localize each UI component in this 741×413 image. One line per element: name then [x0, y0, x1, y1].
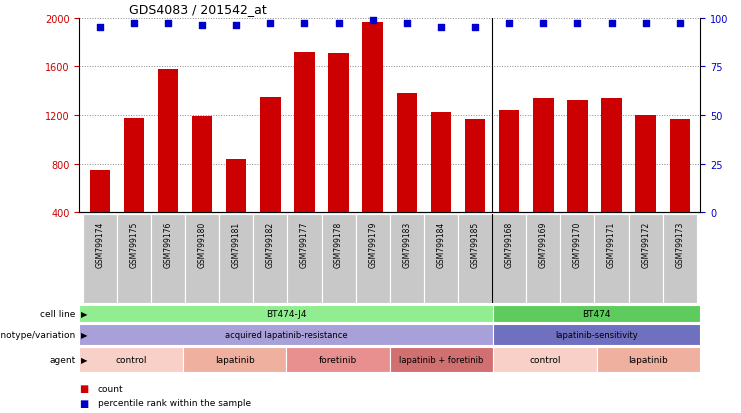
Text: lapatinib: lapatinib — [215, 355, 254, 364]
Point — [674, 21, 685, 28]
Text: GSM799171: GSM799171 — [607, 221, 616, 267]
Bar — [192, 116, 213, 213]
Bar — [431, 113, 451, 213]
Text: BT474: BT474 — [582, 309, 611, 318]
Bar — [492, 215, 526, 304]
Point — [196, 23, 208, 30]
Text: GSM799180: GSM799180 — [198, 221, 207, 267]
Text: ▶: ▶ — [81, 330, 87, 339]
Bar — [288, 215, 322, 304]
Text: GSM799177: GSM799177 — [300, 221, 309, 267]
Bar — [151, 215, 185, 304]
Bar — [90, 170, 110, 213]
Bar — [362, 24, 383, 213]
Bar — [533, 99, 554, 213]
Bar — [594, 215, 628, 304]
Bar — [526, 215, 560, 304]
Bar — [390, 215, 424, 304]
Text: lapatinib-sensitivity: lapatinib-sensitivity — [555, 330, 638, 339]
Text: cell line: cell line — [40, 309, 76, 318]
Text: GSM799183: GSM799183 — [402, 221, 411, 267]
Text: GSM799173: GSM799173 — [675, 221, 684, 267]
Text: acquired lapatinib-resistance: acquired lapatinib-resistance — [225, 330, 348, 339]
Text: GSM799185: GSM799185 — [471, 221, 479, 267]
Bar — [670, 120, 690, 213]
Point — [162, 21, 174, 28]
Bar — [499, 111, 519, 213]
Text: GSM799184: GSM799184 — [436, 221, 445, 267]
Point — [435, 25, 447, 32]
Text: GSM799181: GSM799181 — [232, 221, 241, 267]
Bar — [219, 215, 253, 304]
Point — [230, 23, 242, 30]
Bar — [124, 119, 144, 213]
Bar — [356, 215, 390, 304]
Point — [571, 21, 583, 28]
Bar — [158, 69, 179, 213]
Point — [503, 21, 515, 28]
Bar — [424, 215, 458, 304]
Point — [128, 21, 140, 28]
Point — [265, 21, 276, 28]
Point — [639, 21, 651, 28]
Text: GSM799176: GSM799176 — [164, 221, 173, 267]
Text: ■: ■ — [79, 383, 88, 393]
Text: agent: agent — [50, 355, 76, 364]
Bar — [458, 215, 492, 304]
Bar — [567, 101, 588, 213]
Bar — [83, 215, 117, 304]
Text: GSM799172: GSM799172 — [641, 221, 650, 267]
Bar — [328, 54, 349, 213]
Text: lapatinib + foretinib: lapatinib + foretinib — [399, 355, 484, 364]
Text: GSM799179: GSM799179 — [368, 221, 377, 267]
Text: GDS4083 / 201542_at: GDS4083 / 201542_at — [129, 3, 267, 16]
Bar — [636, 116, 656, 213]
Point — [401, 21, 413, 28]
Point — [537, 21, 549, 28]
Bar — [185, 215, 219, 304]
Text: GSM799174: GSM799174 — [96, 221, 104, 267]
Text: GSM799178: GSM799178 — [334, 221, 343, 267]
Text: ■: ■ — [79, 398, 88, 408]
Point — [367, 17, 379, 24]
Bar — [260, 97, 281, 213]
Bar — [465, 119, 485, 213]
Text: control: control — [529, 355, 561, 364]
Text: BT474-J4: BT474-J4 — [266, 309, 307, 318]
Bar — [628, 215, 662, 304]
Text: ▶: ▶ — [81, 309, 87, 318]
Bar — [662, 215, 697, 304]
Text: GSM799182: GSM799182 — [266, 221, 275, 267]
Text: GSM799168: GSM799168 — [505, 221, 514, 267]
Bar — [253, 215, 288, 304]
Bar — [601, 99, 622, 213]
Bar — [117, 215, 151, 304]
Text: lapatinib: lapatinib — [628, 355, 668, 364]
Text: GSM799170: GSM799170 — [573, 221, 582, 267]
Text: GSM799175: GSM799175 — [130, 221, 139, 267]
Point — [94, 25, 106, 32]
Text: foretinib: foretinib — [319, 355, 357, 364]
Bar — [396, 94, 417, 213]
Point — [299, 21, 310, 28]
Bar — [294, 52, 315, 213]
Point — [469, 25, 481, 32]
Text: percentile rank within the sample: percentile rank within the sample — [98, 398, 251, 407]
Point — [333, 21, 345, 28]
Point — [605, 21, 617, 28]
Bar — [560, 215, 594, 304]
Text: count: count — [98, 384, 124, 393]
Bar — [322, 215, 356, 304]
Text: GSM799169: GSM799169 — [539, 221, 548, 267]
Bar — [226, 159, 247, 213]
Text: control: control — [116, 355, 147, 364]
Text: ▶: ▶ — [81, 355, 87, 364]
Text: genotype/variation: genotype/variation — [0, 330, 76, 339]
